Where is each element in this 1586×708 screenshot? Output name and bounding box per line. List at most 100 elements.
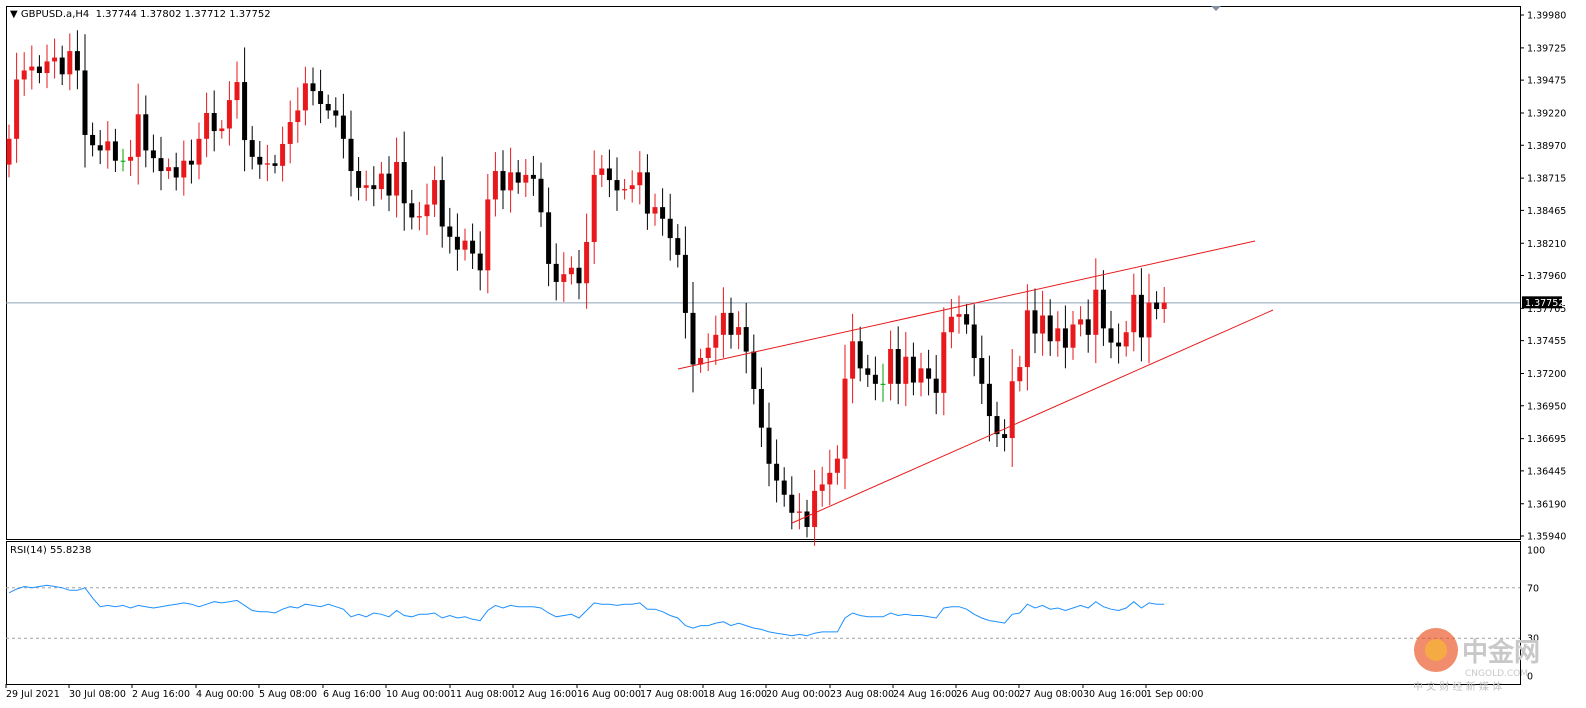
- candle-body: [340, 115, 346, 139]
- candle-body: [1055, 328, 1061, 342]
- price-tick-label: 1.35940: [1527, 532, 1566, 543]
- candle: [470, 223, 476, 270]
- candle-body: [280, 143, 286, 166]
- candle: [827, 449, 833, 506]
- dropdown-triangle-icon[interactable]: ▼: [10, 9, 21, 20]
- watermark-brand: 中金网: [1462, 637, 1540, 668]
- candle: [979, 335, 985, 405]
- candle: [546, 187, 552, 287]
- candle-body: [1161, 302, 1167, 310]
- candle: [386, 156, 392, 212]
- candle-body: [774, 463, 780, 481]
- candle: [477, 231, 483, 291]
- candle: [857, 326, 863, 382]
- candle: [903, 331, 909, 407]
- candle-body: [1138, 294, 1144, 338]
- time-tick-label: 11 Aug 08:00: [450, 689, 514, 700]
- candle: [781, 467, 787, 507]
- candle: [1093, 258, 1099, 364]
- candle-body: [242, 82, 248, 141]
- time-tick-label: 27 Aug 08:00: [1019, 689, 1083, 700]
- candle: [986, 355, 992, 442]
- candle-body: [591, 174, 597, 242]
- candle: [325, 94, 331, 119]
- candle-body: [713, 334, 719, 348]
- chart-shift-marker: [1211, 6, 1221, 11]
- candle-body: [1062, 328, 1068, 348]
- candle: [675, 224, 681, 268]
- candle-body: [166, 167, 172, 172]
- candle: [432, 166, 438, 218]
- candle-body: [964, 314, 970, 325]
- candle: [568, 256, 574, 285]
- candle-body: [67, 51, 73, 75]
- candle-body: [515, 172, 521, 183]
- candle: [158, 136, 164, 191]
- price-tick-label: 1.36190: [1527, 499, 1566, 510]
- candle: [14, 52, 20, 163]
- candle: [21, 52, 27, 96]
- candle-body: [872, 374, 878, 384]
- candle-body: [90, 134, 96, 146]
- candle: [713, 315, 719, 366]
- candle-body: [941, 332, 947, 393]
- candle-body: [302, 83, 308, 111]
- candle: [454, 213, 460, 271]
- upper-trendline: [677, 240, 1256, 370]
- candle: [819, 466, 825, 507]
- candle: [553, 243, 559, 301]
- candle: [1154, 291, 1160, 320]
- candle-body: [1093, 289, 1099, 335]
- candle-body: [128, 156, 134, 161]
- price-tick-label: 1.37455: [1527, 336, 1566, 347]
- candle-body: [926, 368, 932, 379]
- candle: [850, 313, 856, 404]
- time-tick-label: 26 Aug 00:00: [956, 689, 1020, 700]
- candle: [120, 148, 126, 172]
- chart-header: ▼ GBPUSD.a,H4 1.37744 1.37802 1.37712 1.…: [10, 9, 271, 20]
- candle-body: [637, 172, 643, 186]
- time-tick-label: 20 Aug 00:00: [766, 689, 830, 700]
- candle-body: [401, 162, 407, 204]
- candle: [629, 170, 635, 203]
- candle-body: [1047, 315, 1053, 342]
- candle-body: [295, 110, 301, 123]
- lower-trendline: [791, 309, 1274, 524]
- candle: [530, 155, 536, 196]
- candle: [1138, 268, 1144, 362]
- candle-body: [333, 110, 339, 116]
- candle: [865, 354, 871, 387]
- candle: [774, 439, 780, 503]
- candle: [1032, 288, 1038, 354]
- candle-body: [1017, 367, 1023, 382]
- symbol-label: GBPUSD.a,H4: [20, 9, 90, 20]
- candle-body: [1009, 381, 1015, 438]
- time-tick-label: 4 Aug 00:00: [196, 689, 254, 700]
- time-tick-label: 10 Aug 00:00: [386, 689, 450, 700]
- candle: [44, 44, 50, 89]
- time-tick-label: 30 Aug 16:00: [1083, 689, 1147, 700]
- current-price-label: 1.37752: [1525, 298, 1564, 309]
- candle-body: [29, 66, 35, 71]
- candle-body: [386, 173, 392, 196]
- current-price-badge: [1522, 296, 1562, 309]
- candle-body: [500, 171, 506, 191]
- candle-body: [644, 172, 650, 214]
- candle: [667, 193, 673, 261]
- candle: [211, 90, 217, 152]
- candle: [150, 134, 156, 173]
- candle-body: [409, 203, 415, 218]
- candle: [637, 151, 643, 205]
- candle: [1024, 284, 1030, 391]
- time-tick-label: 24 Aug 16:00: [893, 689, 957, 700]
- candle: [378, 162, 384, 200]
- candle: [272, 154, 278, 174]
- candle: [1009, 349, 1015, 468]
- candle-body: [21, 70, 27, 80]
- candle-body: [105, 141, 111, 151]
- candle: [834, 445, 840, 485]
- candle-body: [454, 236, 460, 250]
- candle-body: [1108, 328, 1114, 343]
- candle-body: [158, 158, 164, 172]
